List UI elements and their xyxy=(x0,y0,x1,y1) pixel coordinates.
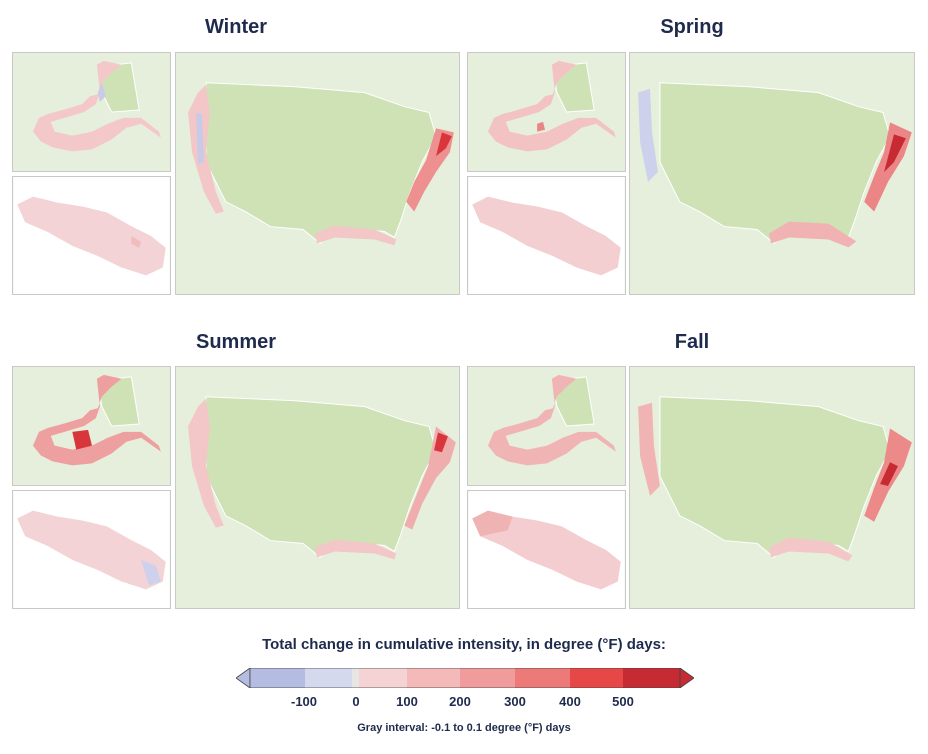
alaska-map-winter xyxy=(12,52,171,172)
legend-tick: 300 xyxy=(504,694,526,709)
alaska-svg xyxy=(13,53,170,171)
legend-tick: 200 xyxy=(449,694,471,709)
hawaii-svg xyxy=(13,177,170,294)
legend-arrow-low xyxy=(236,668,251,688)
hawaii-map-fall xyxy=(467,490,626,609)
alaska-map-fall xyxy=(467,366,626,486)
legend-swatch xyxy=(570,668,623,688)
season-title-summer: Summer xyxy=(195,331,277,353)
legend-swatch xyxy=(407,668,460,688)
alaska-svg xyxy=(468,367,625,485)
us-svg xyxy=(630,53,914,294)
hawaii-svg xyxy=(468,491,625,608)
legend-swatch xyxy=(305,668,352,688)
legend-tick: 100 xyxy=(396,694,418,709)
legend-arrow-high xyxy=(679,668,694,688)
us-map-fall xyxy=(629,366,915,609)
alaska-map-spring xyxy=(467,52,626,172)
season-title-spring: Spring xyxy=(660,16,724,38)
season-title-winter: Winter xyxy=(204,16,268,38)
legend-tick: 0 xyxy=(352,694,360,709)
legend-title: Total change in cumulative intensity, in… xyxy=(262,636,666,653)
alaska-svg xyxy=(13,367,170,485)
us-svg xyxy=(630,367,914,608)
us-map-winter xyxy=(175,52,460,295)
us-svg xyxy=(176,367,459,608)
hawaii-map-summer xyxy=(12,490,171,609)
legend-tick: 500 xyxy=(612,694,634,709)
us-svg xyxy=(176,53,459,294)
legend-swatch xyxy=(515,668,570,688)
legend-swatch xyxy=(352,668,359,688)
us-map-summer xyxy=(175,366,460,609)
legend-swatch xyxy=(623,668,680,688)
legend-swatch xyxy=(359,668,407,688)
color-scale-bar xyxy=(236,668,694,688)
season-title-fall: Fall xyxy=(674,331,710,353)
legend-note: Gray interval: -0.1 to 0.1 degree (°F) d… xyxy=(357,722,571,734)
hawaii-svg xyxy=(13,491,170,608)
hawaii-map-winter xyxy=(12,176,171,295)
alaska-map-summer xyxy=(12,366,171,486)
legend-swatch xyxy=(460,668,515,688)
hawaii-map-spring xyxy=(467,176,626,295)
us-map-spring xyxy=(629,52,915,295)
legend-tick: 400 xyxy=(559,694,581,709)
legend-swatch xyxy=(250,668,305,688)
hawaii-svg xyxy=(468,177,625,294)
alaska-svg xyxy=(468,53,625,171)
legend-tick: -100 xyxy=(290,694,318,709)
